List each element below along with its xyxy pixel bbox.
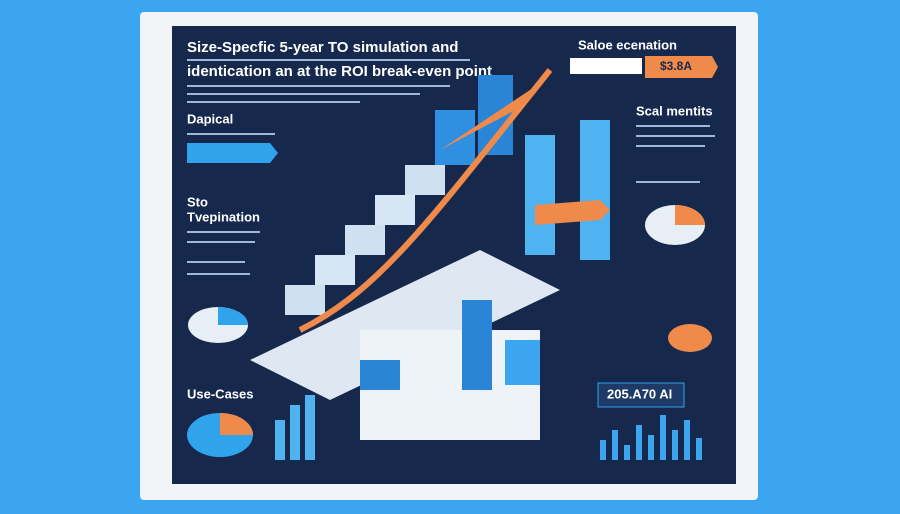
title-line-1: Size-Specfic 5-year TO simulation and [187,39,458,56]
left-heading-1: Dapical [187,111,233,126]
pie-slice-2 [220,413,253,435]
gear-illustration [668,324,712,352]
bar-illustration-2 [600,415,702,460]
left-lines [187,231,260,275]
badge [645,56,718,78]
stat-box [597,382,685,408]
step-label: S0 [330,232,343,244]
badge-text: $3.8A [660,59,692,73]
stat-text: 205.A70 AI [607,386,672,401]
left-heading-3: Use-Cases [187,386,254,401]
title-line-2: identication an at the ROI break-even po… [187,63,492,80]
staircase-illustration [250,68,610,440]
arrow-tag [187,143,278,163]
input-bar [570,58,642,74]
bar-illustration [275,395,315,460]
right-heading: Saloe ecenation [578,37,677,52]
title-scribbles [187,59,470,103]
pie-slice [218,307,248,325]
right-lines [636,125,715,183]
right-section: Scal mentits [636,103,713,118]
left-heading-2a: Sto [187,194,208,209]
left-heading-2b: Tvepination [187,209,260,224]
pie-slice-3 [675,205,705,225]
